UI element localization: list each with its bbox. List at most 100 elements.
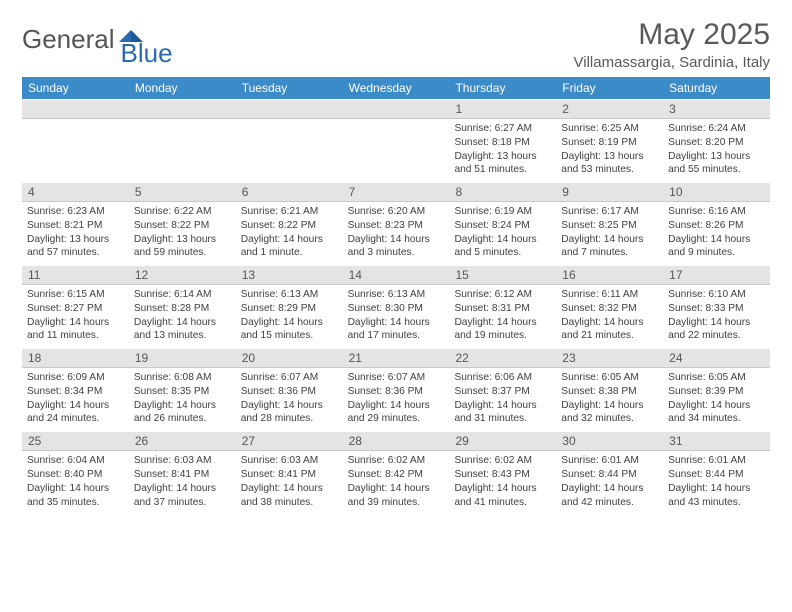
daylight-text-2: and 59 minutes. [134, 246, 231, 260]
month-title: May 2025 [574, 18, 770, 52]
day-number: 31 [663, 432, 770, 451]
title-block: May 2025 Villamassargia, Sardinia, Italy [574, 18, 770, 71]
day-body: Sunrise: 6:23 AMSunset: 8:21 PMDaylight:… [22, 202, 129, 265]
sunset-text: Sunset: 8:30 PM [348, 302, 445, 316]
sunset-text: Sunset: 8:23 PM [348, 219, 445, 233]
daylight-text-2: and 55 minutes. [668, 163, 765, 177]
daylight-text-2: and 53 minutes. [561, 163, 658, 177]
daylight-text-2: and 37 minutes. [134, 496, 231, 510]
day-cell [22, 100, 129, 182]
daylight-text-1: Daylight: 14 hours [241, 316, 338, 330]
daylight-text-1: Daylight: 14 hours [668, 233, 765, 247]
daylight-text-2: and 19 minutes. [454, 329, 551, 343]
sunrise-text: Sunrise: 6:16 AM [668, 205, 765, 219]
day-number: 26 [129, 432, 236, 451]
daylight-text-1: Daylight: 14 hours [561, 482, 658, 496]
day-cell: 1Sunrise: 6:27 AMSunset: 8:18 PMDaylight… [449, 100, 556, 182]
day-body: Sunrise: 6:12 AMSunset: 8:31 PMDaylight:… [449, 285, 556, 348]
day-cell: 29Sunrise: 6:02 AMSunset: 8:43 PMDayligh… [449, 432, 556, 514]
daylight-text-2: and 43 minutes. [668, 496, 765, 510]
day-cell: 8Sunrise: 6:19 AMSunset: 8:24 PMDaylight… [449, 183, 556, 265]
sunrise-text: Sunrise: 6:03 AM [241, 454, 338, 468]
calendar-page: General Blue May 2025 Villamassargia, Sa… [0, 0, 792, 524]
day-body: Sunrise: 6:07 AMSunset: 8:36 PMDaylight:… [236, 368, 343, 431]
sunrise-text: Sunrise: 6:15 AM [27, 288, 124, 302]
sunset-text: Sunset: 8:27 PM [27, 302, 124, 316]
sunrise-text: Sunrise: 6:21 AM [241, 205, 338, 219]
sunrise-text: Sunrise: 6:05 AM [668, 371, 765, 385]
weekday-monday: Monday [129, 77, 236, 99]
sunset-text: Sunset: 8:38 PM [561, 385, 658, 399]
day-number: 5 [129, 183, 236, 202]
day-cell: 30Sunrise: 6:01 AMSunset: 8:44 PMDayligh… [556, 432, 663, 514]
day-body: Sunrise: 6:05 AMSunset: 8:39 PMDaylight:… [663, 368, 770, 431]
daylight-text-1: Daylight: 13 hours [561, 150, 658, 164]
day-number: 8 [449, 183, 556, 202]
day-body: Sunrise: 6:11 AMSunset: 8:32 PMDaylight:… [556, 285, 663, 348]
daylight-text-1: Daylight: 14 hours [561, 399, 658, 413]
daylight-text-2: and 9 minutes. [668, 246, 765, 260]
daylight-text-2: and 24 minutes. [27, 412, 124, 426]
day-number: 16 [556, 266, 663, 285]
sunrise-text: Sunrise: 6:01 AM [668, 454, 765, 468]
day-number: 25 [22, 432, 129, 451]
sunrise-text: Sunrise: 6:09 AM [27, 371, 124, 385]
daylight-text-1: Daylight: 14 hours [27, 482, 124, 496]
day-cell: 23Sunrise: 6:05 AMSunset: 8:38 PMDayligh… [556, 349, 663, 431]
weekday-tuesday: Tuesday [236, 77, 343, 99]
daylight-text-2: and 22 minutes. [668, 329, 765, 343]
sunset-text: Sunset: 8:18 PM [454, 136, 551, 150]
sunset-text: Sunset: 8:39 PM [668, 385, 765, 399]
daylight-text-2: and 13 minutes. [134, 329, 231, 343]
daylight-text-2: and 35 minutes. [27, 496, 124, 510]
sunset-text: Sunset: 8:19 PM [561, 136, 658, 150]
day-cell: 7Sunrise: 6:20 AMSunset: 8:23 PMDaylight… [343, 183, 450, 265]
daylight-text-1: Daylight: 13 hours [454, 150, 551, 164]
weekday-sunday: Sunday [22, 77, 129, 99]
sunrise-text: Sunrise: 6:02 AM [454, 454, 551, 468]
day-number: 12 [129, 266, 236, 285]
daylight-text-2: and 42 minutes. [561, 496, 658, 510]
day-body: Sunrise: 6:10 AMSunset: 8:33 PMDaylight:… [663, 285, 770, 348]
sunrise-text: Sunrise: 6:08 AM [134, 371, 231, 385]
logo-word1: General [22, 24, 115, 55]
daylight-text-2: and 28 minutes. [241, 412, 338, 426]
sunrise-text: Sunrise: 6:25 AM [561, 122, 658, 136]
daylight-text-1: Daylight: 14 hours [454, 399, 551, 413]
day-number: 23 [556, 349, 663, 368]
day-cell: 12Sunrise: 6:14 AMSunset: 8:28 PMDayligh… [129, 266, 236, 348]
sunset-text: Sunset: 8:22 PM [134, 219, 231, 233]
weekday-wednesday: Wednesday [343, 77, 450, 99]
daylight-text-1: Daylight: 14 hours [134, 482, 231, 496]
day-cell: 5Sunrise: 6:22 AMSunset: 8:22 PMDaylight… [129, 183, 236, 265]
daylight-text-1: Daylight: 13 hours [668, 150, 765, 164]
day-body: Sunrise: 6:16 AMSunset: 8:26 PMDaylight:… [663, 202, 770, 265]
daylight-text-2: and 34 minutes. [668, 412, 765, 426]
sunrise-text: Sunrise: 6:13 AM [348, 288, 445, 302]
day-cell: 28Sunrise: 6:02 AMSunset: 8:42 PMDayligh… [343, 432, 450, 514]
day-body: Sunrise: 6:17 AMSunset: 8:25 PMDaylight:… [556, 202, 663, 265]
day-number: 18 [22, 349, 129, 368]
daylight-text-2: and 21 minutes. [561, 329, 658, 343]
day-body: Sunrise: 6:14 AMSunset: 8:28 PMDaylight:… [129, 285, 236, 348]
daylight-text-2: and 17 minutes. [348, 329, 445, 343]
day-cell: 25Sunrise: 6:04 AMSunset: 8:40 PMDayligh… [22, 432, 129, 514]
day-body: Sunrise: 6:07 AMSunset: 8:36 PMDaylight:… [343, 368, 450, 431]
daylight-text-2: and 7 minutes. [561, 246, 658, 260]
daylight-text-1: Daylight: 14 hours [27, 316, 124, 330]
daylight-text-1: Daylight: 14 hours [134, 316, 231, 330]
day-number: 17 [663, 266, 770, 285]
day-cell: 27Sunrise: 6:03 AMSunset: 8:41 PMDayligh… [236, 432, 343, 514]
day-body: Sunrise: 6:02 AMSunset: 8:43 PMDaylight:… [449, 451, 556, 514]
day-cell: 4Sunrise: 6:23 AMSunset: 8:21 PMDaylight… [22, 183, 129, 265]
day-body: Sunrise: 6:22 AMSunset: 8:22 PMDaylight:… [129, 202, 236, 265]
daylight-text-2: and 31 minutes. [454, 412, 551, 426]
header-row: General Blue May 2025 Villamassargia, Sa… [22, 18, 770, 71]
weekday-thursday: Thursday [449, 77, 556, 99]
daylight-text-2: and 51 minutes. [454, 163, 551, 177]
day-number: 20 [236, 349, 343, 368]
sunrise-text: Sunrise: 6:06 AM [454, 371, 551, 385]
day-number: 3 [663, 100, 770, 119]
day-body: Sunrise: 6:13 AMSunset: 8:29 PMDaylight:… [236, 285, 343, 348]
daylight-text-2: and 29 minutes. [348, 412, 445, 426]
